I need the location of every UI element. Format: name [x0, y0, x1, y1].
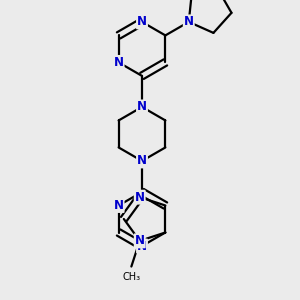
- Text: N: N: [184, 15, 194, 28]
- Text: N: N: [135, 191, 145, 204]
- Text: CH₃: CH₃: [122, 272, 140, 281]
- Text: N: N: [114, 56, 124, 69]
- Text: N: N: [137, 154, 147, 167]
- Text: N: N: [137, 100, 147, 113]
- Text: N: N: [137, 239, 147, 253]
- Text: N: N: [135, 234, 145, 247]
- Text: N: N: [137, 15, 147, 28]
- Text: N: N: [114, 199, 124, 212]
